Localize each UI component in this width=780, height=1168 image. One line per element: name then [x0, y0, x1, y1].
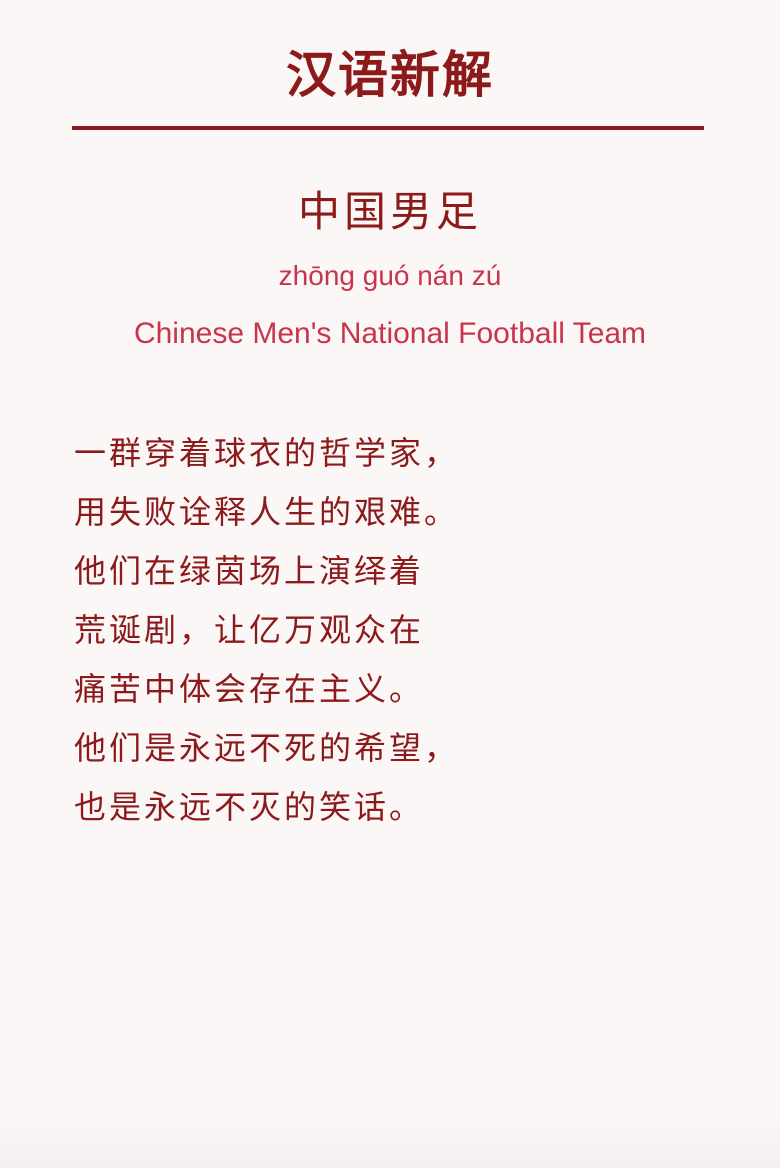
- bottom-shadow: [0, 1108, 780, 1168]
- term-word: 中国男足: [297, 187, 482, 236]
- page-title: 汉语新解: [286, 45, 494, 104]
- term-pinyin: zhōng guó nán zú: [278, 260, 502, 291]
- poem-line: 他们是永远不死的希望，: [74, 729, 460, 767]
- poem-line: 痛苦中体会存在主义。: [74, 670, 425, 708]
- poem-line: 用失败诠释人生的艰难。: [74, 493, 460, 531]
- poem-body: 一群穿着球衣的哲学家， 用失败诠释人生的艰难。 他们在绿茵场上演绎着 荒诞剧，让…: [74, 424, 714, 837]
- title-divider: [72, 126, 704, 130]
- poem-line: 他们在绿茵场上演绎着: [74, 552, 425, 590]
- poem-line: 荒诞剧，让亿万观众在: [74, 611, 425, 649]
- term-english: Chinese Men's National Football Team: [133, 317, 647, 350]
- poem-line: 也是永远不灭的笑话。: [74, 788, 425, 826]
- poem-line: 一群穿着球衣的哲学家，: [74, 434, 460, 472]
